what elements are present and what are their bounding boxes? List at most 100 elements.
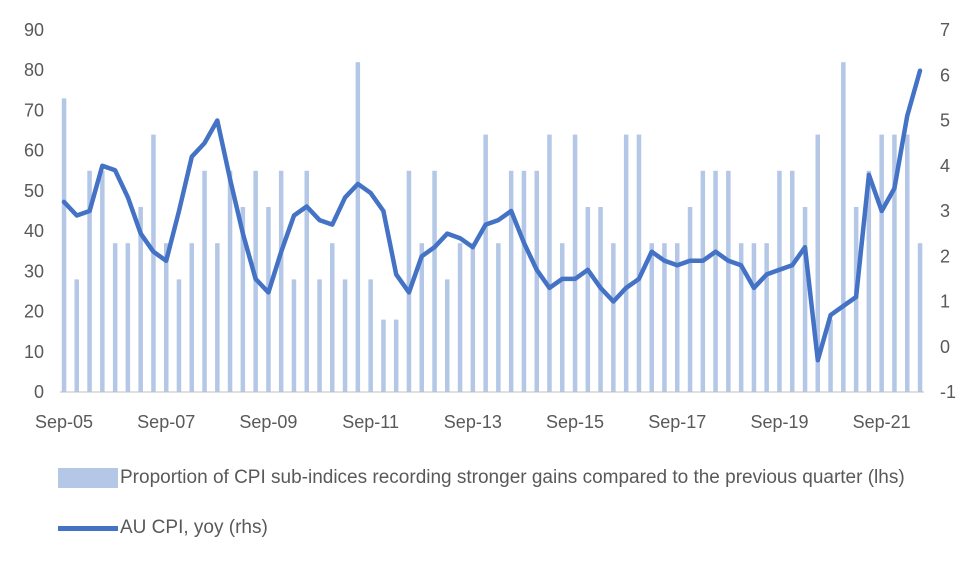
bar-Mar-18 [700,170,706,392]
right-tick-label: -1 [940,382,956,402]
legend-item-bars: Proportion of CPI sub-indices recording … [58,464,940,492]
bar-Dec-06 [125,243,131,392]
left-tick-label: 50 [24,181,44,201]
bar-Sep-21 [879,134,884,392]
left-tick-label: 30 [24,261,44,281]
right-tick-label: 0 [940,337,950,357]
bar-Mar-07 [138,207,143,392]
bar-Dec-11 [381,319,386,392]
left-axis: 0 10 20 30 40 50 60 70 80 90 [24,20,44,402]
bar-Sep-10 [317,279,322,392]
legend-bar-label: Proportion of CPI sub-indices recording … [120,467,905,488]
bar-Sep-07 [164,243,169,392]
bar-Mar-08 [189,243,194,392]
right-tick-label: 4 [940,156,950,176]
x-tick-label: Sep-11 [342,412,399,432]
bar-Mar-13 [445,279,450,392]
x-axis: Sep-05 Sep-07 Sep-09 Sep-11 Sep-13 Sep-15 Sep-… [35,412,911,432]
left-tick-label: 70 [24,100,44,120]
right-tick-label: 2 [940,246,950,266]
bar-Jun-06 [100,170,105,392]
bar-Dec-13 [483,134,488,392]
legend: Proportion of CPI sub-indices recording … [58,464,940,542]
left-tick-label: 20 [24,302,44,322]
bar-Jun-20 [815,134,820,392]
bar-Dec-09 [278,170,284,392]
bar-Dec-12 [432,170,437,392]
bar-Sep-18 [726,170,731,392]
x-tick-label: Sep-17 [648,412,706,432]
bar-Mar-20 [802,207,808,392]
x-tick-label: Sep-19 [750,412,808,432]
bar-Jun-17 [662,243,667,392]
bar-Jun-19 [764,243,769,392]
bar-Jun-22 [917,243,923,392]
bar-Mar-17 [649,243,654,392]
bar-Sep-06 [112,243,118,392]
left-tick-label: 40 [24,221,44,241]
bar-Jun-16 [611,243,616,392]
bar-Jun-11 [355,62,361,392]
bar-Sep-14 [521,170,527,392]
bar-Sep-16 [623,134,629,392]
left-tick-label: 90 [24,20,44,40]
bar-Jun-12 [406,170,412,392]
left-tick-label: 0 [34,382,44,402]
bar-Dec-10 [330,243,335,392]
bar-Mar-16 [598,207,603,392]
bar-Sep-20 [828,319,833,392]
legend-line-swatch [58,526,118,531]
bar-Dec-07 [176,279,182,392]
bar-Dec-05 [74,279,79,392]
bar-Jun-08 [202,170,207,392]
bar-Jun-18 [713,170,718,392]
bar-Jun-21 [866,170,872,392]
x-tick-label: Sep-15 [546,412,604,432]
bar-Mar-14 [496,243,501,392]
bar-Sep-19 [777,170,782,392]
bar-Sep-05 [61,98,67,393]
bar-Jun-07 [151,134,156,392]
right-tick-label: 6 [940,65,950,85]
right-tick-label: 1 [940,292,950,312]
bar-Mar-10 [291,279,297,392]
left-tick-label: 80 [24,60,44,80]
bar-Dec-19 [790,170,795,392]
bar-series [61,62,923,393]
bar-Dec-14 [534,170,539,392]
bar-Jun-13 [457,243,463,392]
legend-item-line: AU CPI, yoy (rhs) [58,514,940,542]
right-axis: -1 0 1 2 3 4 5 6 7 [940,20,956,402]
bar-Dec-08 [227,170,233,392]
bar-Dec-17 [687,207,693,392]
bar-Mar-12 [393,319,399,392]
x-tick-label: Sep-05 [35,412,93,432]
right-tick-label: 3 [940,201,950,221]
bar-Sep-08 [215,243,220,392]
bar-Jun-15 [560,243,565,392]
x-tick-label: Sep-07 [137,412,195,432]
bar-Sep-17 [675,243,680,392]
bar-Dec-18 [738,243,744,392]
bar-Dec-16 [636,134,642,392]
x-tick-label: Sep-13 [444,412,502,432]
x-tick-label: Sep-09 [239,412,297,432]
bar-Mar-09 [240,207,246,392]
bar-Dec-20 [841,62,846,392]
legend-bar-swatch [58,468,118,488]
bar-Sep-11 [368,279,373,392]
bar-Sep-15 [572,134,578,392]
bar-Dec-15 [585,207,591,392]
right-tick-label: 5 [940,111,950,131]
legend-line-label: AU CPI, yoy (rhs) [120,517,268,538]
bar-Mar-22 [905,134,910,392]
bar-Mar-19 [751,243,757,392]
bar-Sep-12 [419,243,424,392]
left-tick-label: 60 [24,141,44,161]
bar-Mar-15 [547,134,552,392]
bar-Sep-13 [470,243,476,392]
cpi-line [61,68,923,363]
bar-Dec-21 [892,134,897,392]
bar-Mar-11 [342,279,348,392]
